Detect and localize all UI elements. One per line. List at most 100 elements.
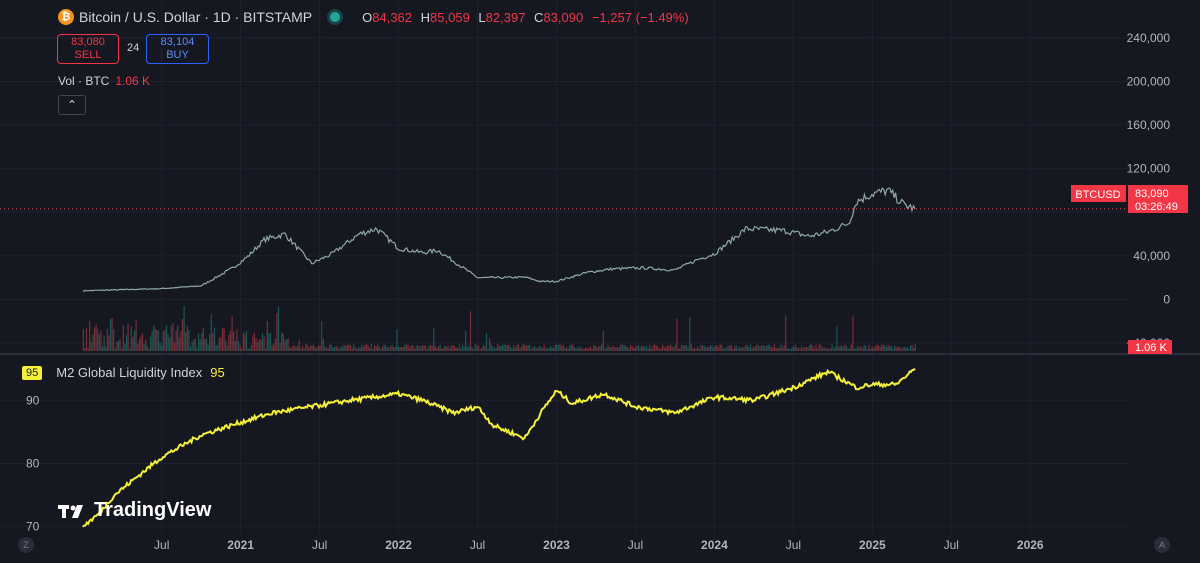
volume-bar: [236, 329, 238, 351]
volume-bar: [865, 345, 867, 351]
volume-bar: [799, 348, 801, 351]
volume-bar: [333, 346, 336, 351]
volume-bar: [234, 341, 236, 351]
volume-bar: [493, 347, 496, 351]
volume-bar: [530, 348, 532, 351]
volume-bar: [845, 345, 848, 351]
volume-bar: [546, 348, 548, 351]
volume-bar: [570, 344, 572, 351]
volume-bar: [429, 344, 432, 351]
volume-legend[interactable]: Vol · BTC 1.06 K: [58, 74, 150, 88]
volume-bar: [577, 346, 579, 351]
volume-bar: [469, 311, 472, 351]
m2-axis[interactable]: 90 80 70: [26, 393, 40, 533]
volume-bar: [153, 325, 155, 351]
volume-bar: [809, 344, 811, 351]
volume-bar: [885, 346, 888, 351]
sell-button[interactable]: 83,080 SELL: [57, 34, 119, 64]
symbol-header[interactable]: ₿ Bitcoin / U.S. Dollar · 1D · BITSTAMP …: [58, 9, 694, 25]
volume-bar: [850, 344, 852, 351]
btc-price-line: [82, 187, 916, 292]
ohlc-open-label: O: [362, 9, 373, 25]
volume-bar: [87, 347, 89, 351]
volume-bar: [399, 346, 401, 351]
volume-bar: [548, 348, 550, 351]
volume-bar: [266, 320, 268, 351]
time-axis[interactable]: Jul 2021 Jul 2022 Jul 2023 Jul 2024 Jul 2025 Jul 20…: [154, 538, 1044, 552]
volume-bar: [871, 346, 873, 351]
volume-bar: [441, 348, 443, 351]
volume-bar: [557, 345, 560, 351]
volume-bar: [775, 348, 777, 351]
volume-bar: [481, 347, 483, 351]
volume-bar: [129, 348, 131, 351]
volume-bar: [121, 348, 123, 351]
volume-bar: [149, 336, 152, 351]
volume-bar: [105, 346, 107, 351]
volume-bar: [146, 345, 148, 351]
volume-bar: [194, 338, 196, 351]
volume-bar: [354, 347, 356, 351]
volume-bar: [573, 347, 576, 351]
volume-bar: [261, 332, 264, 351]
volume-bar: [188, 330, 190, 351]
ohlc-low-label: L: [478, 9, 486, 25]
timezone-button[interactable]: Z: [18, 537, 34, 553]
volume-bar: [645, 345, 648, 351]
volume-bar: [828, 348, 830, 351]
symbol-title[interactable]: Bitcoin / U.S. Dollar · 1D · BITSTAMP: [79, 9, 313, 25]
volume-bar: [508, 344, 510, 351]
volume-bar: [383, 344, 385, 351]
volume-bar: [709, 345, 712, 351]
sell-label: SELL: [74, 49, 102, 61]
volume-bar: [641, 345, 643, 351]
volume-bar: [567, 348, 569, 351]
volume-bar: [897, 347, 899, 351]
volume-bar: [265, 348, 267, 351]
collapse-legend-button[interactable]: ⌃: [58, 95, 86, 115]
volume-bar: [485, 333, 488, 351]
volume-bar: [746, 344, 748, 351]
volume-bar: [639, 347, 641, 351]
volume-bar: [201, 333, 203, 351]
volume-bar: [562, 344, 564, 351]
volume-bar: [106, 328, 108, 351]
volume-bar: [177, 325, 179, 351]
buy-button[interactable]: 83,104 BUY: [146, 34, 209, 64]
volume-bar: [225, 340, 227, 351]
m2-tick-label: 70: [26, 520, 40, 534]
volume-bar: [229, 330, 232, 351]
volume-bars: [82, 306, 916, 351]
volume-bar: [257, 342, 259, 351]
volume-bar: [849, 348, 851, 351]
volume-bar: [637, 345, 640, 351]
volume-bar: [863, 344, 865, 351]
volume-bar: [623, 344, 625, 351]
volume-bar: [449, 348, 451, 351]
volume-bar: [137, 344, 139, 351]
volume-bar: [671, 346, 673, 351]
volume-bar: [367, 345, 369, 351]
volume-bar: [698, 348, 700, 351]
volume-bar: [898, 346, 900, 351]
volume-bar: [90, 341, 92, 351]
volume-bar: [561, 345, 563, 351]
m2-legend[interactable]: 95 M2 Global Liquidity Index 95: [22, 365, 225, 380]
volume-bar: [353, 344, 355, 351]
ohlc-low-value: 82,397: [485, 9, 526, 25]
volume-bar: [829, 348, 832, 351]
volume-bar: [309, 345, 312, 351]
volume-bar: [881, 344, 883, 351]
volume-bar: [341, 346, 344, 351]
volume-bar: [386, 346, 388, 351]
volume-bar: [250, 345, 252, 351]
price-tick-label: 240,000: [1127, 31, 1171, 45]
volume-bar: [703, 345, 705, 351]
volume-bar: [517, 344, 520, 351]
auto-scale-button[interactable]: A: [1154, 537, 1170, 553]
tradingview-logo[interactable]: TradingView: [58, 499, 211, 522]
volume-bar: [161, 345, 163, 351]
volume-bar: [305, 344, 307, 351]
volume-bar: [221, 328, 224, 351]
